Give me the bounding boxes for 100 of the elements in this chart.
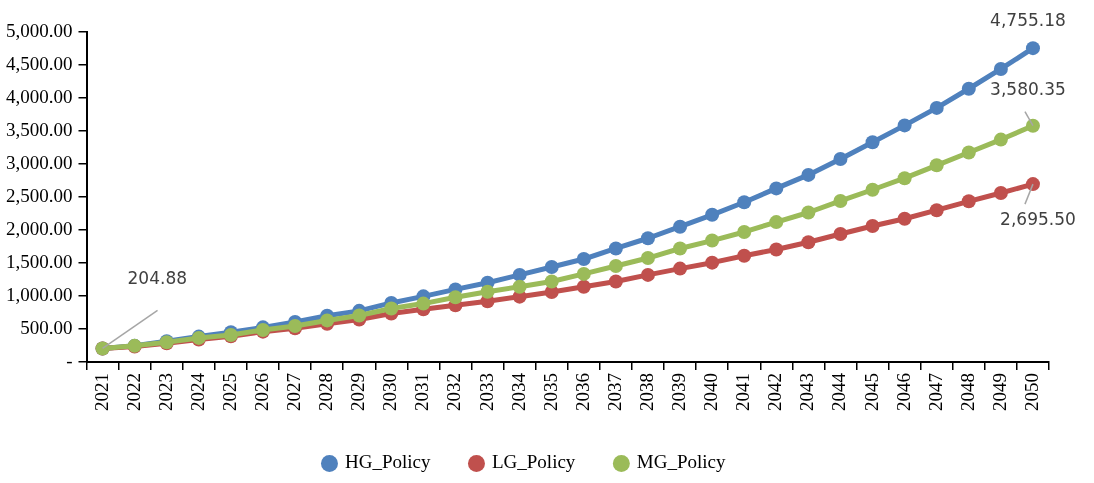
- data-label: 3,580.35: [990, 78, 1066, 99]
- point: [801, 235, 816, 250]
- x-tick-label: 2025: [218, 373, 240, 411]
- x-tick-label: 2041: [732, 373, 754, 411]
- x-tick-label: 2039: [668, 373, 690, 411]
- point: [737, 248, 752, 263]
- point: [865, 219, 880, 234]
- y-tick-label: 500.00: [20, 316, 73, 338]
- point: [576, 266, 591, 281]
- x-tick-label: 2024: [186, 372, 208, 411]
- x-tick-label: 2050: [1020, 373, 1042, 411]
- x-tick-label: 2031: [411, 373, 433, 411]
- point: [576, 252, 591, 267]
- x-tick-label: 2034: [507, 372, 529, 411]
- x-tick-label: 2028: [315, 373, 337, 411]
- point: [769, 215, 784, 230]
- x-tick-label: 2035: [539, 373, 561, 411]
- y-tick-label: 3,500.00: [6, 118, 73, 140]
- point: [737, 224, 752, 239]
- point: [897, 171, 912, 186]
- x-tick-label: 2038: [635, 373, 657, 411]
- data-label: 2,695.50: [1000, 209, 1076, 230]
- point: [480, 284, 495, 299]
- point: [833, 193, 848, 208]
- point: [608, 258, 623, 273]
- x-tick-label: 2049: [988, 373, 1010, 411]
- y-tick-label: 1,000.00: [6, 283, 73, 305]
- x-tick-label: 2033: [475, 373, 497, 411]
- point: [705, 233, 720, 248]
- x-tick-label: 2027: [283, 373, 305, 411]
- x-tick-label: 2023: [154, 373, 176, 411]
- point: [640, 267, 655, 282]
- point: [961, 81, 976, 96]
- point: [801, 205, 816, 220]
- point: [993, 61, 1008, 76]
- point: [1025, 41, 1040, 56]
- point: [608, 241, 623, 256]
- point: [512, 279, 527, 294]
- point: [897, 211, 912, 226]
- point: [929, 203, 944, 218]
- point: [801, 167, 816, 182]
- y-tick-label: 4,000.00: [6, 85, 73, 107]
- legend-label: HG_Policy: [344, 451, 431, 473]
- data-label: 4,755.18: [990, 10, 1066, 31]
- point: [833, 226, 848, 241]
- point: [993, 186, 1008, 201]
- point: [1025, 118, 1040, 133]
- point: [1025, 177, 1040, 192]
- x-tick-label: 2022: [122, 373, 144, 411]
- point: [384, 301, 399, 316]
- point: [961, 194, 976, 209]
- data-label: 204.88: [127, 268, 188, 289]
- y-tick-label: 2,500.00: [6, 184, 73, 206]
- point: [640, 251, 655, 266]
- point: [448, 290, 463, 305]
- point: [929, 100, 944, 115]
- x-tick-label: 2043: [796, 373, 818, 411]
- y-tick-label: 4,500.00: [6, 52, 73, 74]
- point: [929, 158, 944, 173]
- point: [640, 231, 655, 246]
- point: [961, 145, 976, 160]
- point: [352, 308, 367, 323]
- x-tick-label: 2026: [250, 373, 272, 411]
- x-tick-label: 2032: [443, 373, 465, 411]
- point: [576, 279, 591, 294]
- point: [865, 182, 880, 197]
- y-tick-label: 5,000.00: [6, 19, 73, 41]
- point: [512, 267, 527, 282]
- legend-label: MG_Policy: [636, 451, 727, 473]
- x-tick-label: 2036: [571, 373, 593, 411]
- point: [865, 135, 880, 150]
- x-tick-label: 2048: [956, 373, 978, 411]
- point: [769, 181, 784, 196]
- x-tick-label: 2037: [603, 373, 625, 411]
- point: [673, 261, 688, 276]
- point: [705, 207, 720, 222]
- point: [993, 132, 1008, 147]
- x-tick-label: 2040: [700, 373, 722, 411]
- x-tick-label: 2047: [924, 373, 946, 411]
- point: [833, 152, 848, 167]
- x-tick-label: 2021: [90, 373, 112, 411]
- point: [705, 255, 720, 270]
- point: [673, 241, 688, 256]
- point: [673, 219, 688, 234]
- x-tick-label: 2029: [347, 373, 369, 411]
- point: [737, 195, 752, 210]
- y-tick-label: 3,000.00: [6, 151, 73, 173]
- point: [608, 274, 623, 289]
- x-tick-label: 2045: [860, 373, 882, 411]
- y-tick-label: 1,500.00: [6, 250, 73, 272]
- point: [544, 259, 559, 274]
- x-tick-label: 2030: [379, 373, 401, 411]
- x-tick-label: 2046: [892, 373, 914, 411]
- point: [769, 242, 784, 257]
- point: [897, 118, 912, 133]
- x-tick-label: 2042: [764, 373, 786, 411]
- x-tick-label: 2044: [828, 372, 850, 411]
- point: [416, 296, 431, 311]
- legend-label: LG_Policy: [491, 451, 576, 473]
- point: [544, 274, 559, 289]
